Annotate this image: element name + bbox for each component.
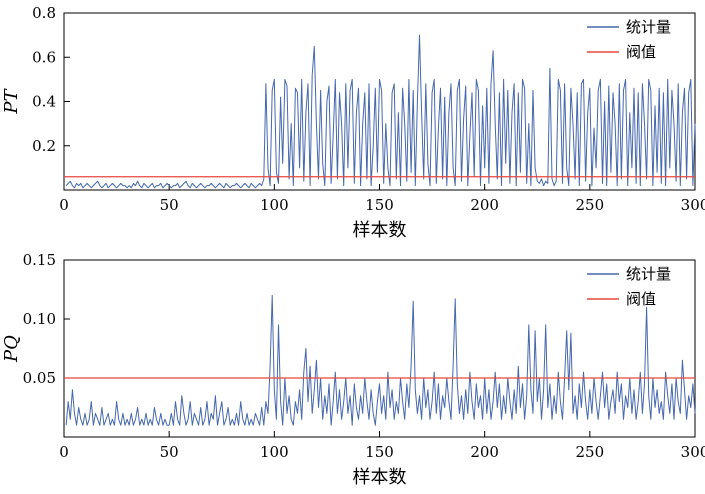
y-tick-label: 0.8 [32,4,56,22]
x-tick-label: 300 [681,443,705,461]
pq-chart: 0 50 100 150 200 250 300 0.05 0.10 0.15 统计量阀值 PQ 样本数 [0,247,705,494]
y-axis-label: PT [1,87,22,114]
y-tick-label: 0.6 [32,48,56,66]
x-tick-label: 100 [260,443,289,461]
x-tick-label: 150 [365,196,394,214]
x-tick-label: 300 [681,196,705,214]
legend-label: 阀值 [626,43,656,61]
x-tick-label: 250 [576,196,605,214]
x-axis-label: 样本数 [353,220,407,241]
legend-label: 统计量 [626,265,671,283]
y-tick-label: 0.2 [32,137,56,155]
x-axis-label: 样本数 [353,467,407,488]
legend-label: 阀值 [626,290,656,308]
legend-label: 统计量 [626,18,671,36]
x-tick-label: 0 [59,196,69,214]
x-tick-label: 0 [59,443,69,461]
pt-chart: 0 50 100 150 200 250 300 0.2 0.4 0.6 0.8 统计量阀值 PT 样本数 [1,4,705,241]
y-tick-label: 0.05 [23,369,56,387]
statistic-series-line [65,294,696,426]
x-tick-label: 250 [576,443,605,461]
y-tick-label: 0.15 [23,251,56,269]
y-axis-label: PQ [1,335,22,363]
statistic-series-line [65,34,696,189]
x-tick-label: 50 [160,196,179,214]
y-tick-label: 0.10 [23,310,56,328]
y-tick-label: 0.4 [32,93,56,111]
x-tick-label: 50 [160,443,179,461]
x-tick-label: 200 [470,196,499,214]
x-tick-label: 200 [470,443,499,461]
axes-frame [63,259,696,438]
x-tick-label: 150 [365,443,394,461]
x-tick-label: 100 [260,196,289,214]
